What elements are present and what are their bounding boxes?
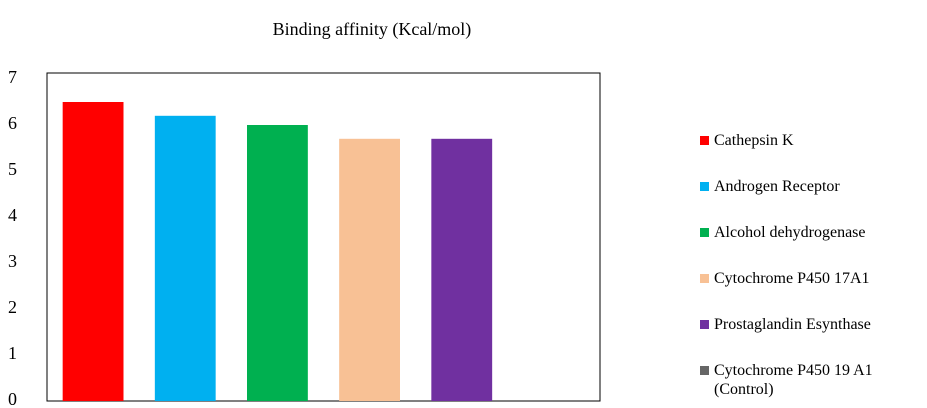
y-tick-label: 7 [8,67,17,87]
legend-swatch [700,228,709,237]
y-tick-label: 5 [8,159,17,179]
legend-label: Cytochrome P450 17A1 [714,270,870,287]
y-tick-label: 1 [8,343,17,363]
legend-label: Prostaglandin Esynthase [714,316,871,333]
bar [431,138,493,402]
bar [247,125,308,401]
chart-title: Binding affinity (Kcal/mol) [273,19,472,40]
legend-swatch [700,320,709,329]
y-tick-label: 6 [8,113,17,133]
legend-item: Cathepsin K [700,131,925,150]
legend-item: Cytochrome P450 17A1 [700,269,925,288]
legend-swatch [700,182,709,191]
legend-label: Alcohol dehydrogenase [714,224,866,241]
legend-swatch [700,366,709,375]
legend-swatch [700,136,709,145]
legend-label: Cytochrome P450 19 A1 (Control) [714,362,873,398]
plot-frame [46,72,601,402]
y-tick-label: 2 [8,297,17,317]
y-tick-label: 0 [8,389,17,408]
legend-item: Alcohol dehydrogenase [700,223,925,242]
y-tick-label: 4 [8,205,17,225]
legend-label: Cathepsin K [714,132,794,149]
legend-label: Androgen Receptor [714,178,840,195]
bar [154,115,216,402]
bar [62,102,124,401]
y-tick-label: 3 [8,251,17,271]
bar [339,138,400,402]
legend-swatch [700,274,709,283]
legend-item: Prostaglandin Esynthase [700,315,925,334]
legend-item: Androgen Receptor [700,177,925,196]
legend-item: Cytochrome P450 19 A1 (Control) [700,361,925,399]
